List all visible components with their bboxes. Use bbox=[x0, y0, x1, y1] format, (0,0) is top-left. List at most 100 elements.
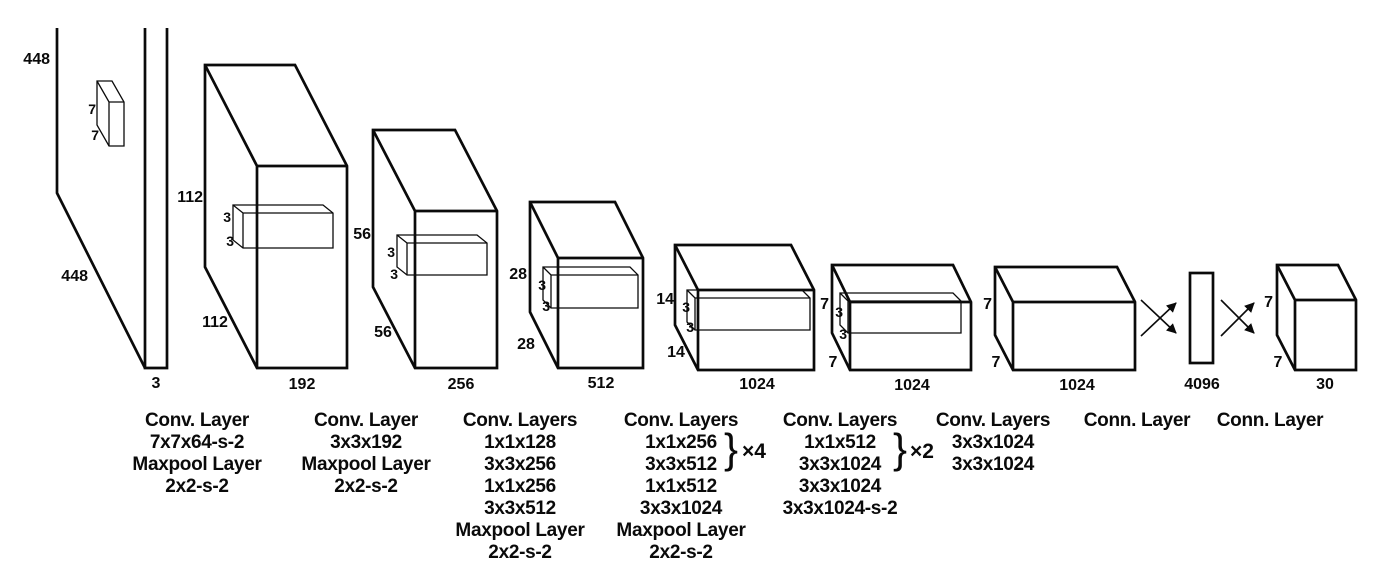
column4-line: 3x3x512 bbox=[645, 454, 717, 475]
layer-column-1: Conv. Layer 7x7x64-s-2 Maxpool Layer 2x2… bbox=[132, 410, 262, 497]
layer-column-5: Conv. Layers 1x1x512 3x3x1024 3x3x1024 3… bbox=[783, 410, 934, 519]
feature-box-outline bbox=[830, 263, 973, 372]
column4-title: Conv. Layers bbox=[624, 410, 738, 431]
column3-line: 3x3x256 bbox=[484, 454, 556, 475]
input-kernel-h-label: 7 bbox=[88, 101, 96, 117]
column1-line: Maxpool Layer bbox=[132, 454, 262, 475]
layer-column-4: Conv. Layers 1x1x256 3x3x512 1x1x512 3x3… bbox=[616, 410, 766, 563]
kernel-inner-edges bbox=[396, 234, 487, 275]
column2-line: 2x2-s-2 bbox=[334, 476, 397, 497]
kernel-outline bbox=[232, 204, 334, 249]
stage4-depth-label: 1024 bbox=[739, 376, 775, 393]
layer-column-8: Conn. Layer bbox=[1217, 410, 1325, 431]
feature-box-inner-edges bbox=[993, 266, 1135, 370]
crossover-arrow bbox=[1220, 302, 1255, 337]
kernel-box bbox=[839, 292, 962, 334]
column7-title: Conn. Layer bbox=[1084, 410, 1191, 431]
stage5-kernel-h-label: 3 bbox=[835, 304, 843, 320]
column3-line: 2x2-s-2 bbox=[488, 542, 551, 563]
column2-title: Conv. Layer bbox=[314, 410, 419, 431]
kernel-inner-edges bbox=[232, 204, 333, 248]
column8-title: Conn. Layer bbox=[1217, 410, 1324, 431]
kernel-inner-edges bbox=[686, 289, 810, 330]
output-depth-label: 30 bbox=[1316, 376, 1334, 393]
feature-box-inner-edges bbox=[830, 264, 971, 370]
kernel-outline bbox=[96, 80, 125, 147]
fc-crossover-arrows-1 bbox=[1140, 299, 1177, 337]
kernel-inner-edges bbox=[542, 266, 638, 308]
column5-line: 3x3x1024 bbox=[799, 476, 882, 497]
stage2-width-label: 56 bbox=[374, 324, 392, 341]
column5-line: 1x1x512 bbox=[804, 432, 876, 453]
stage6-depth-label: 1024 bbox=[1059, 377, 1095, 394]
conv-stage-3: 28 28 512 3 3 bbox=[509, 200, 645, 392]
column5-title: Conv. Layers bbox=[783, 410, 897, 431]
column2-line: Maxpool Layer bbox=[301, 454, 431, 475]
crossover-arrow bbox=[1140, 299, 1177, 334]
input-depth-slab bbox=[143, 28, 169, 370]
stage2-kernel-h-label: 3 bbox=[387, 244, 395, 260]
layer-column-2: Conv. Layer 3x3x192 Maxpool Layer 2x2-s-… bbox=[301, 410, 431, 497]
column4-line: 1x1x512 bbox=[645, 476, 717, 497]
stage3-height-label: 28 bbox=[509, 266, 527, 283]
stage2-depth-label: 256 bbox=[448, 376, 475, 393]
fc-vector-rect bbox=[1188, 271, 1215, 365]
stage2-kernel-w-label: 3 bbox=[390, 266, 398, 282]
column6-title: Conv. Layers bbox=[936, 410, 1050, 431]
kernel-outline bbox=[396, 234, 488, 276]
stage1-depth-label: 192 bbox=[289, 376, 316, 393]
input-width-label: 448 bbox=[61, 268, 88, 285]
column3-line: 3x3x512 bbox=[484, 498, 556, 519]
input-kernel-box bbox=[96, 80, 125, 147]
stage1-height-label: 112 bbox=[177, 189, 203, 206]
fc-units-label: 4096 bbox=[1184, 376, 1220, 393]
column5-line: 3x3x1024 bbox=[799, 454, 882, 475]
column2-line: 3x3x192 bbox=[330, 432, 402, 453]
input-depth-label: 3 bbox=[152, 375, 161, 392]
conv-stage-6: 7 7 1024 bbox=[983, 265, 1137, 394]
fc-crossover-arrows-2 bbox=[1220, 299, 1255, 337]
conv-stage-1: 112 112 192 3 3 bbox=[177, 63, 349, 393]
kernel-inner-edges bbox=[839, 292, 961, 333]
stage6-height-label: 7 bbox=[983, 296, 992, 313]
kernel-box bbox=[396, 234, 488, 276]
kernel-inner-edges bbox=[96, 80, 124, 146]
column6-line: 3x3x1024 bbox=[952, 454, 1035, 475]
crossover-arrow bbox=[1220, 299, 1255, 334]
input-plane-edges bbox=[55, 28, 147, 369]
kernel-box bbox=[232, 204, 334, 249]
kernel-outline bbox=[839, 292, 962, 334]
column5-line: 3x3x1024-s-2 bbox=[783, 498, 898, 519]
crossover-arrow bbox=[1140, 302, 1177, 337]
column1-line: 7x7x64-s-2 bbox=[150, 432, 244, 453]
conv-stage-2: 56 56 256 3 3 bbox=[353, 128, 499, 393]
input-kernel-w-label: 7 bbox=[91, 127, 99, 143]
output-height-label: 7 bbox=[1264, 294, 1273, 311]
feature-box-outline bbox=[993, 265, 1137, 372]
column1-title: Conv. Layer bbox=[145, 410, 250, 431]
stage3-kernel-w-label: 3 bbox=[542, 298, 550, 314]
column4-line: 2x2-s-2 bbox=[649, 542, 712, 563]
stage5-depth-label: 1024 bbox=[894, 377, 930, 394]
output-box-outline bbox=[1275, 263, 1358, 372]
fc-layer: 4096 bbox=[1184, 271, 1220, 393]
column6-line: 3x3x1024 bbox=[952, 432, 1035, 453]
stage4-kernel-w-label: 3 bbox=[686, 319, 694, 335]
stage4-kernel-h-label: 3 bbox=[682, 299, 690, 315]
feature-box-outline bbox=[528, 200, 645, 370]
stage5-kernel-w-label: 3 bbox=[839, 326, 847, 342]
column4-line: Maxpool Layer bbox=[616, 520, 746, 541]
input-image-stage: 448 448 7 7 3 bbox=[23, 28, 169, 392]
column4-line: 1x1x256 bbox=[645, 432, 717, 453]
conv-stage-5: 7 7 1024 3 3 bbox=[820, 263, 973, 394]
column1-line: 2x2-s-2 bbox=[165, 476, 228, 497]
stage5-height-label: 7 bbox=[820, 296, 829, 313]
stage2-height-label: 56 bbox=[353, 226, 371, 243]
repeat-count: ×4 bbox=[742, 440, 766, 463]
repeat-brace: } bbox=[724, 425, 738, 472]
stage5-width-label: 7 bbox=[829, 354, 838, 371]
repeat-count: ×2 bbox=[910, 440, 934, 463]
kernel-outline bbox=[686, 289, 811, 331]
